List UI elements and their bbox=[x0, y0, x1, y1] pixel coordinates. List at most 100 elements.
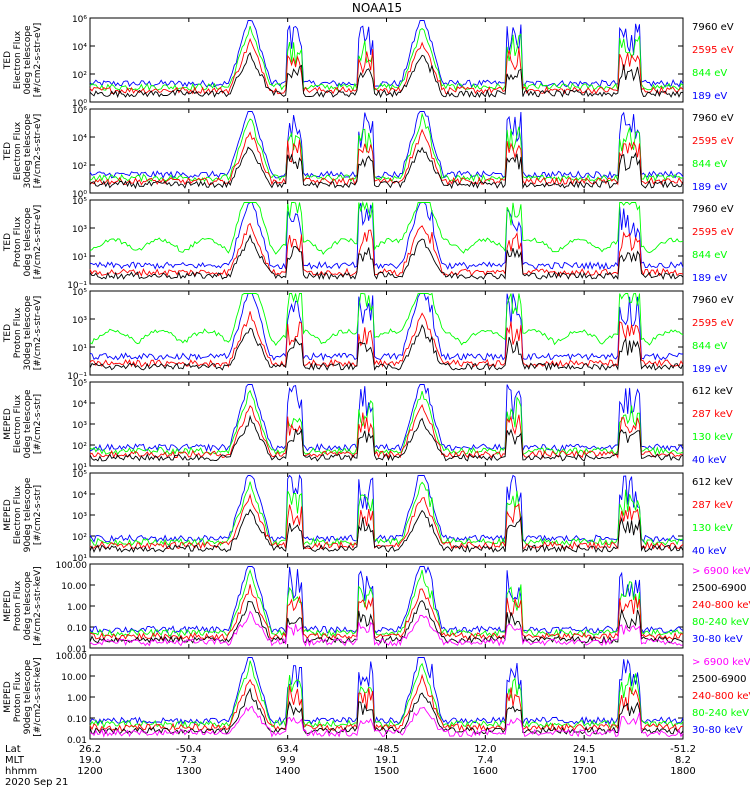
y-tick-label: 10³ bbox=[72, 316, 87, 326]
y-axis-label-line: [#/cm2-s-str] bbox=[33, 394, 43, 454]
panel-2: 10⁰ 10² 10⁴ 10⁶ TEDElectron Flux30deg telesc… bbox=[3, 106, 734, 200]
y-axis-label-line: Electron Flux bbox=[13, 394, 23, 453]
mlt-tick-label: 7.3 bbox=[181, 755, 197, 766]
y-axis-label: MEPEDProton Flux90deg telescope[#/cm2-s-… bbox=[3, 657, 43, 736]
legend-entry: 80-240 keV bbox=[692, 617, 749, 628]
y-tick-label: 0.01 bbox=[67, 736, 87, 746]
y-axis-label-line: [#/cm2-s-str-eV] bbox=[33, 205, 43, 280]
y-axis-label: TEDProton Flux30deg telescope[#/cm2-s-st… bbox=[3, 295, 43, 370]
trace-7960-ev bbox=[89, 52, 684, 99]
legend-entry: 7960 eV bbox=[692, 204, 734, 215]
y-tick-label: 100.00 bbox=[56, 561, 88, 571]
y-axis-label-line: 0deg telescope bbox=[23, 571, 33, 641]
y-tick-label: 10⁶ bbox=[72, 15, 87, 25]
panel-1: 10⁰ 10² 10⁴ 10⁶ TEDElectron Flux0deg telesco… bbox=[3, 15, 734, 109]
panel-8: 0.01 0.10 1.00 10.00 100.00 MEPEDProton Flux9… bbox=[3, 652, 750, 746]
y-axis-label: TEDElectron Flux0deg telescope[#/cm2-s-s… bbox=[3, 23, 43, 98]
y-axis-label-line: Electron Flux bbox=[13, 30, 23, 89]
legend-entry: 130 keV bbox=[692, 523, 733, 534]
y-axis-label-line: Electron Flux bbox=[13, 485, 23, 544]
y-tick-label: 10² bbox=[72, 442, 87, 452]
y-tick-label: 10⁵ bbox=[72, 288, 87, 298]
y-tick-label: 10¹ bbox=[72, 344, 87, 354]
hhmm-tick-label: 1700 bbox=[571, 766, 596, 777]
legend-entry: 2500-6900 bbox=[692, 583, 747, 594]
y-axis-label-line: 90deg telescope bbox=[23, 477, 33, 552]
mlt-tick-label: 19.1 bbox=[573, 755, 595, 766]
y-tick-label: 10¹ bbox=[72, 253, 87, 263]
legend-entry: 2595 eV bbox=[692, 318, 734, 329]
trace-40-kev bbox=[89, 474, 684, 543]
trace-189-ev bbox=[89, 111, 684, 180]
y-tick-label: 10² bbox=[72, 162, 87, 172]
trace-2500-6900 bbox=[89, 687, 684, 735]
y-axis-label: MEPEDElectron Flux0deg telescope[#/cm2-s… bbox=[3, 389, 43, 459]
trace-7960-ev bbox=[89, 146, 684, 190]
y-axis-label: MEPEDElectron Flux90deg telescope[#/cm2-… bbox=[3, 477, 43, 552]
y-tick-label: 10³ bbox=[72, 225, 87, 235]
y-axis-label-line: Proton Flux bbox=[13, 216, 23, 267]
y-axis-label-line: Proton Flux bbox=[13, 671, 23, 722]
y-tick-label: 10⁰ bbox=[72, 190, 87, 200]
y-tick-label: 10² bbox=[72, 533, 87, 543]
trace-844-ev bbox=[89, 25, 684, 92]
y-tick-label: 10² bbox=[72, 71, 87, 81]
legend-entry: > 6900 keV bbox=[692, 566, 750, 577]
legend-entry: 189 eV bbox=[692, 364, 727, 375]
y-axis-label-line: MEPED bbox=[3, 590, 13, 622]
y-axis-label-line: 30deg telescope bbox=[23, 113, 33, 188]
y-axis-label-line: 0deg telescope bbox=[23, 207, 33, 277]
y-axis-label-line: TED bbox=[3, 142, 13, 161]
y-axis-label-line: 0deg telescope bbox=[23, 25, 33, 95]
trace-612-kev bbox=[89, 508, 684, 553]
legend-entry: 30-80 keV bbox=[692, 634, 743, 645]
y-tick-label: 10¹ bbox=[72, 463, 87, 473]
y-axis-label-line: [#/cm2-s-str-eV] bbox=[33, 23, 43, 98]
legend-entry: 2595 eV bbox=[692, 45, 734, 56]
mlt-tick-label: 19.0 bbox=[79, 755, 101, 766]
lat-tick-label: -50.4 bbox=[176, 744, 202, 755]
y-tick-label: 10¹ bbox=[72, 554, 87, 564]
y-axis-label-line: 90deg telescope bbox=[23, 659, 33, 734]
trace-40-kev bbox=[89, 384, 684, 453]
trace-844-ev bbox=[89, 292, 684, 346]
y-axis-label-line: [#/cm2-s-str-eV] bbox=[33, 114, 43, 189]
y-tick-label: 0.10 bbox=[67, 624, 87, 634]
trace-130-kev bbox=[89, 481, 684, 547]
legend-entry: 2595 eV bbox=[692, 136, 734, 147]
legend-entry: 287 keV bbox=[692, 500, 733, 511]
lat-tick-label: 24.5 bbox=[573, 744, 595, 755]
y-axis-label-line: Proton Flux bbox=[13, 307, 23, 358]
y-tick-label: 10⁴ bbox=[72, 400, 87, 410]
lat-tick-label: -48.5 bbox=[374, 744, 400, 755]
legend-entry: 612 keV bbox=[692, 386, 733, 397]
mlt-tick-label: 8.2 bbox=[675, 755, 691, 766]
trace-130-kev bbox=[89, 389, 684, 456]
y-axis-label: TEDProton Flux0deg telescope[#/cm2-s-str… bbox=[3, 205, 43, 280]
hhmm-tick-label: 1400 bbox=[275, 766, 300, 777]
panel-3: 10⁻¹ 10¹ 10³ 10⁵ TEDProton Flux0deg telescop… bbox=[3, 197, 734, 291]
legend-entry: 7960 eV bbox=[692, 113, 734, 124]
y-tick-label: 10⁻¹ bbox=[67, 372, 87, 382]
y-axis-label-line: TED bbox=[3, 233, 13, 252]
panel-4: 10⁻¹ 10¹ 10³ 10⁵ TEDProton Flux30deg telesco… bbox=[3, 288, 734, 382]
trace-189-ev bbox=[89, 293, 683, 362]
hhmm-tick-label: 1500 bbox=[374, 766, 399, 777]
time-axis: Lat MLT hhmm 2020 Sep 21 26.2 -50.4 63.4 -4… bbox=[5, 744, 696, 788]
y-tick-label: 0.10 bbox=[67, 715, 87, 725]
y-tick-label: 10⁴ bbox=[72, 134, 87, 144]
legend-entry: 7960 eV bbox=[692, 22, 734, 33]
y-axis-label-line: [#/cm2-s-str] bbox=[33, 485, 43, 545]
y-tick-label: 10⁻¹ bbox=[67, 281, 87, 291]
legend-entry: > 6900 keV bbox=[692, 657, 750, 668]
hhmm-tick-label: 1300 bbox=[176, 766, 201, 777]
trace-287-kev bbox=[89, 403, 684, 459]
y-axis-label-line: 30deg telescope bbox=[23, 295, 33, 370]
y-tick-label: 10.00 bbox=[61, 673, 87, 683]
y-tick-label: 10⁴ bbox=[72, 43, 87, 53]
mlt-row-label: MLT bbox=[5, 755, 25, 766]
trace-844-ev bbox=[89, 112, 684, 183]
legend-entry: 240-800 keV bbox=[692, 691, 750, 702]
trace-189-ev bbox=[89, 202, 684, 271]
